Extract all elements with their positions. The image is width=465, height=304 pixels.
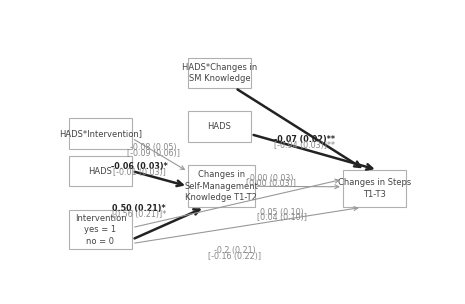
- Text: HADS: HADS: [88, 167, 113, 176]
- Text: 0.05 (0.10): 0.05 (0.10): [259, 208, 304, 216]
- Text: HADS: HADS: [207, 122, 231, 131]
- FancyBboxPatch shape: [188, 111, 251, 142]
- Text: HADS*Intervention]: HADS*Intervention]: [59, 129, 142, 138]
- Text: -0.00 (0.03): -0.00 (0.03): [247, 174, 294, 183]
- Text: -0.06 (0.03)*: -0.06 (0.03)*: [111, 162, 167, 171]
- FancyBboxPatch shape: [343, 170, 406, 207]
- Text: HADS*Changes in
SM Knowledge: HADS*Changes in SM Knowledge: [182, 63, 257, 83]
- Text: [0.04 (0.10)]: [0.04 (0.10)]: [257, 213, 306, 223]
- Text: Changes in
Self-Management
Knowledge T1-T2: Changes in Self-Management Knowledge T1-…: [184, 170, 258, 202]
- Text: [-0.16 (0.22)]: [-0.16 (0.22)]: [208, 252, 261, 261]
- Text: [0.56 (0.21)]*: [0.56 (0.21)]*: [112, 210, 166, 219]
- Text: [0.00 (0.03)]: [0.00 (0.03)]: [246, 179, 296, 188]
- FancyBboxPatch shape: [69, 156, 132, 186]
- FancyBboxPatch shape: [69, 210, 132, 250]
- Text: [-0.94 (0.03)]**: [-0.94 (0.03)]**: [274, 141, 335, 150]
- FancyBboxPatch shape: [69, 119, 132, 149]
- Text: -0.08 (0.05): -0.08 (0.05): [130, 143, 177, 152]
- Text: Intervention
yes = 1
no = 0: Intervention yes = 1 no = 0: [75, 214, 126, 246]
- Text: [-0.01 (0.03)]: [-0.01 (0.03)]: [113, 168, 166, 177]
- Text: -0.07 (0.02)**: -0.07 (0.02)**: [274, 135, 335, 144]
- Text: [-0.09 (0.06)]: [-0.09 (0.06)]: [127, 149, 180, 158]
- Text: Changes in Steps
T1-T3: Changes in Steps T1-T3: [338, 178, 411, 199]
- Text: -0.2 (0.21): -0.2 (0.21): [214, 246, 256, 255]
- Text: 0.50 (0.21)*: 0.50 (0.21)*: [113, 204, 166, 213]
- FancyBboxPatch shape: [188, 165, 254, 207]
- FancyBboxPatch shape: [188, 57, 251, 88]
